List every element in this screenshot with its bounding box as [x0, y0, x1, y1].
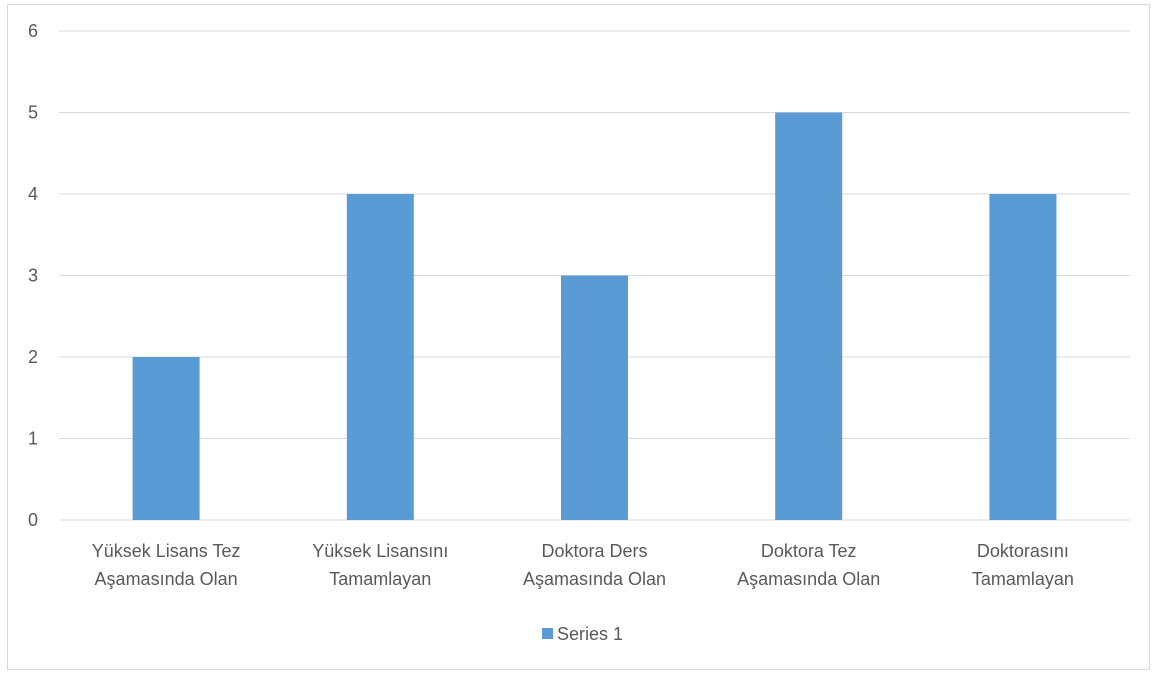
- y-tick-label: 3: [28, 266, 38, 286]
- legend: Series 1: [542, 624, 623, 644]
- bar: [346, 194, 414, 520]
- x-category-label-line: Doktora Ders: [541, 541, 647, 561]
- x-category-label: Doktora Ders Aşamasında Olan: [523, 541, 666, 589]
- x-category-label-line: Yüksek Lisansını: [312, 541, 448, 561]
- bar: [561, 275, 628, 520]
- bars: [132, 112, 1057, 520]
- bar: [989, 194, 1057, 520]
- y-tick-label: 6: [28, 21, 38, 41]
- y-tick-label: 0: [28, 510, 38, 530]
- x-category-label: Doktorasını Tamamlayan: [972, 541, 1074, 589]
- y-tick-label: 1: [28, 429, 38, 449]
- bar: [132, 357, 200, 520]
- x-category-label: Yüksek Lisans Tez Aşamasında Olan: [92, 541, 241, 589]
- y-tick-label: 2: [28, 347, 38, 367]
- x-category-label-line: Tamamlayan: [972, 569, 1074, 589]
- legend-swatch: [542, 628, 553, 639]
- gridlines: [59, 30, 1130, 521]
- y-axis-tick-labels: 0 1 2 3 4 5 6: [28, 21, 38, 530]
- y-tick-label: 5: [28, 103, 38, 123]
- x-category-label-line: Aşamasında Olan: [95, 569, 238, 589]
- legend-label: Series 1: [557, 624, 623, 644]
- bar: [775, 112, 843, 520]
- y-tick-label: 4: [28, 184, 38, 204]
- x-category-label-line: Yüksek Lisans Tez: [92, 541, 241, 561]
- x-category-label-line: Aşamasında Olan: [523, 569, 666, 589]
- x-category-label-line: Doktorasını: [977, 541, 1069, 561]
- x-category-label-line: Aşamasında Olan: [737, 569, 880, 589]
- x-category-label: Doktora Tez Aşamasında Olan: [737, 541, 880, 589]
- x-category-label-line: Tamamlayan: [329, 569, 431, 589]
- x-category-label-line: Doktora Tez: [761, 541, 857, 561]
- x-category-label: Yüksek Lisansını Tamamlayan: [312, 541, 448, 589]
